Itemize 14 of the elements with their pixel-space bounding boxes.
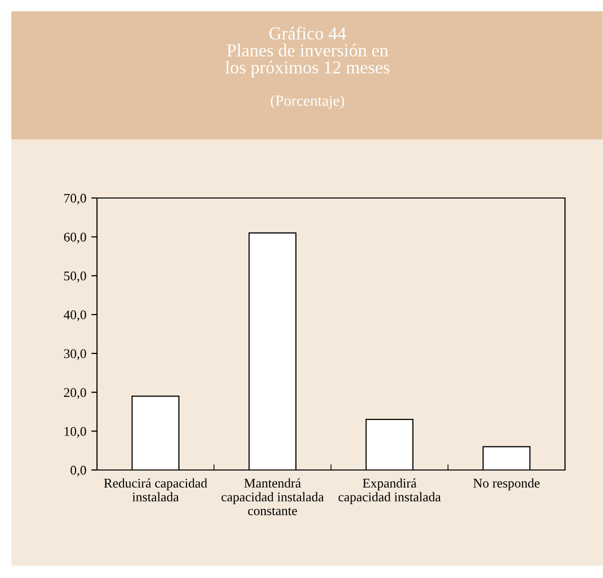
y-tick-label: 0,0 bbox=[70, 466, 86, 477]
x-tick-label: Mantendrá capacidad instalada constante bbox=[222, 478, 324, 516]
y-tick-label: 40,0 bbox=[64, 310, 86, 322]
y-tick-label: 10,0 bbox=[64, 426, 86, 438]
y-tick-label: 70,0 bbox=[64, 194, 86, 205]
chart-title: Gráfico 44 Planes de inversión en los próximos 12 meses bbox=[225, 26, 390, 78]
y-tick-label: 30,0 bbox=[64, 349, 86, 360]
x-tick-label: Reducirá capacidad instalada bbox=[104, 478, 208, 502]
x-tick-label: Expandirá capacidad instalada bbox=[338, 478, 441, 504]
chart-subtitle: (Porcentaje) bbox=[270, 95, 344, 109]
x-tick-label: No responde bbox=[473, 478, 540, 490]
y-tick-label: 50,0 bbox=[64, 272, 86, 282]
y-tick-label: 60,0 bbox=[64, 232, 86, 244]
y-tick-label: 20,0 bbox=[64, 388, 86, 399]
